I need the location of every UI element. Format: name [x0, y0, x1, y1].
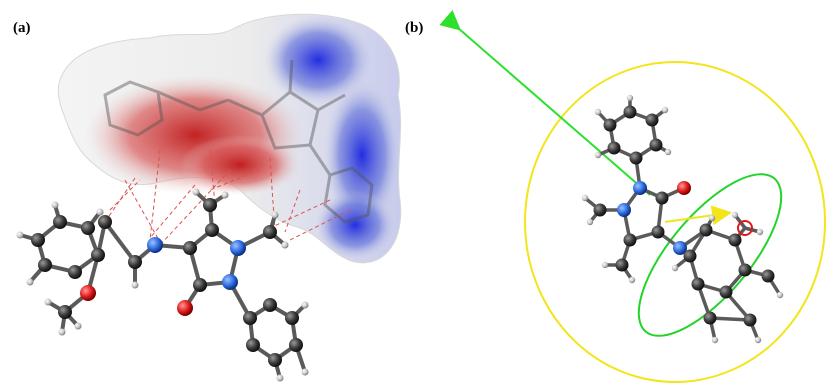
atom-carbon: [607, 141, 621, 155]
atom-carbon: [761, 269, 775, 283]
atom-hydrogen: [776, 291, 784, 299]
atom-carbon: [649, 138, 663, 152]
panel-label-a: (a): [13, 20, 31, 36]
green-ellipsoid: [637, 173, 783, 337]
atom-hydrogen: [276, 374, 284, 382]
atom-carbon: [651, 225, 665, 239]
surface-inner-molecule: [103, 59, 374, 224]
atom-hydrogen: [626, 94, 634, 102]
atom-carbon: [743, 313, 757, 327]
atom-carbon: [699, 223, 713, 237]
atom-hydrogen: [271, 211, 279, 219]
atom-carbon: [263, 225, 277, 239]
molecule-a-atoms: [16, 188, 309, 382]
atom-hydrogen: [74, 322, 82, 330]
atom-hydrogen: [58, 328, 66, 336]
atom-carbon: [738, 263, 752, 277]
atom-carbon: [728, 233, 742, 247]
atom-nitrogen: [147, 237, 163, 253]
atom-carbon: [289, 338, 303, 352]
atom-carbon: [603, 118, 617, 132]
atom-nitrogen: [230, 240, 246, 256]
atom-oxygen: [177, 300, 193, 316]
atom-carbon: [683, 249, 697, 263]
atom-carbon: [53, 215, 67, 229]
intermolecular-contacts: [104, 149, 351, 246]
atom-carbon: [645, 113, 659, 127]
atom-oxygen: [80, 285, 96, 301]
atom-carbon: [719, 285, 733, 299]
atom-hydrogen: [628, 276, 636, 284]
atom-hydrogen: [96, 208, 104, 216]
atom-oxygen: [737, 220, 753, 236]
atom-carbon: [629, 151, 643, 165]
atom-hydrogen: [664, 148, 672, 156]
atom-hydrogen: [44, 298, 52, 306]
atom-hydrogen: [756, 228, 764, 236]
atom-hydrogen: [708, 214, 716, 222]
atom-nitrogen: [617, 203, 631, 217]
atom-carbon: [691, 277, 705, 291]
atom-carbon: [285, 311, 299, 325]
atom-carbon: [68, 265, 82, 279]
atom-carbon: [623, 233, 637, 247]
atom-hydrogen: [281, 241, 289, 249]
atom-carbon: [38, 258, 52, 272]
yellow-ellipsoid: [524, 61, 826, 383]
atom-carbon: [183, 241, 197, 255]
atom-hydrogen: [671, 264, 679, 272]
atom-hydrogen: [192, 188, 200, 196]
atom-hydrogen: [581, 194, 589, 202]
atom-carbon: [655, 191, 669, 205]
atom-carbon: [58, 305, 72, 319]
surface-blue-region: [263, 15, 373, 105]
atom-carbon: [31, 233, 45, 247]
atom-carbon: [246, 338, 260, 352]
atom-hydrogen: [16, 231, 24, 239]
surface-red-region-2: [180, 135, 300, 195]
panel-label-b: (b): [405, 20, 424, 36]
atom-carbon: [703, 311, 717, 325]
atom-hydrogen: [26, 278, 34, 286]
surface-blue-region-3: [315, 190, 395, 260]
atom-carbon: [263, 298, 277, 312]
atom-nitrogen: [633, 181, 647, 195]
atom-hydrogen: [594, 151, 602, 159]
atom-hydrogen: [301, 368, 309, 376]
atom-hydrogen: [131, 281, 139, 289]
atom-hydrogen: [586, 218, 594, 226]
atom-carbon: [243, 311, 257, 325]
atom-carbon: [81, 221, 95, 235]
molecule-b-atoms: [581, 94, 784, 344]
panel-a-group: [16, 13, 402, 382]
yellow-arrow: [664, 205, 732, 226]
atom-hydrogen: [661, 106, 669, 114]
green-arrow: [439, 9, 651, 196]
atom-hydrogen: [601, 261, 609, 269]
atom-carbon: [593, 203, 607, 217]
atom-oxygen: [677, 181, 691, 195]
atom-hydrogen: [754, 336, 762, 344]
atom-hydrogen: [594, 108, 602, 116]
atom-carbon: [98, 215, 112, 229]
panel-b-group: [439, 9, 826, 383]
atom-carbon: [203, 198, 217, 212]
atom-hydrogen: [711, 336, 719, 344]
atom-carbon: [193, 278, 207, 292]
atom-hydrogen: [301, 301, 309, 309]
atom-carbon: [91, 248, 105, 262]
atom-carbon: [623, 105, 637, 119]
atom-carbon: [128, 255, 142, 269]
atom-carbon: [615, 258, 629, 272]
atom-nitrogen: [673, 241, 687, 255]
atom-carbon: [205, 223, 219, 237]
atom-hydrogen: [51, 201, 59, 209]
atom-hydrogen: [221, 191, 229, 199]
atom-carbon: [268, 353, 282, 367]
atom-nitrogen: [222, 274, 238, 290]
atom-hydrogen: [731, 211, 739, 219]
